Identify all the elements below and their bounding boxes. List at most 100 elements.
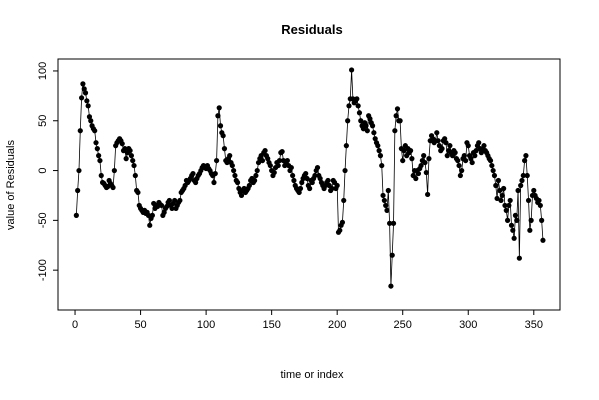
data-point	[221, 146, 228, 152]
data-point	[303, 170, 309, 177]
data-point	[510, 227, 516, 233]
data-point	[516, 255, 522, 261]
x-tick-label: 200	[328, 319, 346, 331]
x-tick-label: 250	[394, 319, 412, 331]
data-point	[128, 153, 134, 159]
data-point	[363, 123, 369, 129]
data-point	[465, 143, 471, 149]
data-point	[131, 162, 137, 169]
x-tick-label: 150	[262, 319, 280, 331]
data-point	[457, 172, 463, 179]
data-point	[397, 118, 403, 124]
data-point	[111, 167, 117, 174]
data-point	[519, 177, 525, 184]
series-line	[75, 69, 544, 287]
data-point	[97, 157, 103, 164]
data-point	[531, 187, 537, 194]
data-point	[307, 185, 313, 192]
data-point	[297, 185, 304, 192]
data-point	[389, 252, 395, 258]
data-point	[177, 197, 183, 204]
data-point	[123, 156, 129, 162]
data-point	[520, 172, 526, 179]
data-point	[122, 146, 128, 152]
data-point	[502, 202, 508, 209]
data-point	[88, 118, 94, 124]
data-point	[81, 86, 87, 92]
data-point	[367, 116, 373, 122]
plot-frame	[57, 58, 561, 311]
data-point	[291, 177, 297, 184]
chart-title: Residuals	[281, 22, 342, 37]
data-point	[381, 197, 387, 204]
data-point	[224, 159, 230, 166]
data-point	[537, 202, 543, 209]
data-point	[472, 153, 478, 159]
data-point	[255, 159, 262, 166]
data-point	[193, 179, 199, 186]
data-point	[501, 185, 507, 192]
data-point	[476, 140, 482, 146]
data-point	[158, 202, 165, 209]
data-point	[498, 197, 504, 204]
data-point	[515, 187, 521, 194]
data-point	[392, 128, 398, 134]
data-point	[355, 103, 361, 109]
x-tick-label: 300	[459, 319, 477, 331]
data-point	[73, 212, 79, 218]
data-point	[422, 159, 428, 166]
data-point	[425, 191, 431, 198]
data-point	[525, 197, 532, 204]
data-point	[388, 283, 394, 289]
data-point	[369, 123, 376, 129]
data-point	[94, 146, 100, 152]
data-point	[506, 202, 512, 209]
data-point	[227, 153, 233, 159]
data-point	[418, 162, 424, 169]
data-point	[439, 146, 445, 152]
data-point	[238, 192, 245, 199]
data-point	[77, 128, 83, 134]
data-point	[455, 157, 461, 164]
data-point	[82, 90, 89, 96]
data-point	[390, 220, 397, 226]
data-point	[288, 164, 294, 171]
data-point	[290, 172, 296, 179]
data-point	[468, 156, 474, 162]
data-point	[356, 110, 363, 116]
data-point	[135, 189, 141, 196]
data-point	[523, 153, 529, 159]
data-point	[337, 227, 343, 233]
data-point	[358, 118, 364, 124]
data-point	[508, 222, 515, 228]
data-point	[478, 150, 484, 156]
data-point	[434, 130, 440, 136]
data-point	[346, 103, 352, 109]
data-point	[161, 209, 167, 215]
data-point	[220, 133, 226, 139]
data-point	[495, 177, 501, 184]
data-point	[494, 195, 500, 202]
data-point	[507, 197, 513, 204]
data-point	[377, 153, 384, 159]
data-point	[514, 217, 520, 223]
data-point	[169, 205, 175, 212]
data-point	[147, 222, 153, 228]
data-point	[512, 212, 519, 218]
data-point	[284, 157, 290, 164]
x-axis-label: time or index	[281, 369, 344, 381]
data-point	[254, 167, 260, 174]
data-point	[172, 197, 178, 204]
data-point	[127, 148, 133, 154]
data-point	[447, 143, 453, 149]
data-point	[85, 103, 91, 109]
y-tick-label: 50	[37, 115, 49, 127]
data-point	[275, 162, 281, 169]
data-point	[385, 187, 391, 194]
data-point	[528, 217, 534, 223]
data-point	[190, 170, 196, 177]
data-point	[540, 237, 546, 243]
data-point	[276, 157, 283, 164]
data-point	[234, 179, 241, 186]
data-point	[246, 182, 252, 189]
